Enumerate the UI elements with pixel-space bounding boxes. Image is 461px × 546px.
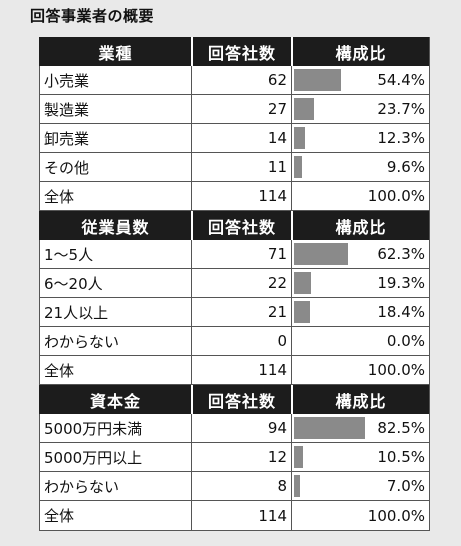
ratio-text: 18.4%: [377, 303, 425, 321]
row-count: 114: [191, 356, 291, 384]
row-ratio-cell: 9.6%: [291, 153, 429, 181]
row-ratio-cell: 7.0%: [291, 472, 429, 500]
ratio-text: 100.0%: [367, 506, 425, 525]
table-row: 1～5人 71 62.3%: [39, 240, 429, 269]
ratio-text: 23.7%: [377, 100, 425, 118]
table-row: 小売業 62 54.4%: [39, 66, 429, 95]
ratio-bar: [294, 243, 348, 265]
section-header-capital: 資本金 回答社数 構成比: [39, 385, 429, 414]
row-ratio-cell: 100.0%: [291, 501, 429, 530]
row-count: 12: [191, 443, 291, 471]
section-header-employees: 従業員数 回答社数 構成比: [39, 211, 429, 240]
ratio-text: 62.3%: [377, 245, 425, 263]
table-row: 6～20人 22 19.3%: [39, 269, 429, 298]
ratio-text: 7.0%: [386, 477, 425, 495]
table-row: 卸売業 14 12.3%: [39, 124, 429, 153]
row-label: 1～5人: [39, 240, 191, 268]
row-ratio-cell: 100.0%: [291, 356, 429, 384]
ratio-text: 54.4%: [377, 71, 425, 89]
row-label: 5000万円未満: [39, 414, 191, 442]
header-category: 従業員数: [39, 211, 191, 240]
row-count: 94: [191, 414, 291, 442]
header-ratio: 構成比: [291, 385, 429, 414]
row-label: 卸売業: [39, 124, 191, 152]
ratio-bar: [294, 475, 301, 497]
page-title: 回答事業者の概要: [30, 7, 155, 25]
row-label: 5000万円以上: [39, 443, 191, 471]
table-row: わからない 8 7.0%: [39, 472, 429, 501]
row-count: 0: [191, 327, 291, 355]
table-row-total: 全体 114 100.0%: [39, 356, 429, 385]
row-ratio-cell: 19.3%: [291, 269, 429, 297]
row-count: 27: [191, 95, 291, 123]
table-row-total: 全体 114 100.0%: [39, 501, 429, 530]
row-count: 11: [191, 153, 291, 181]
row-count: 114: [191, 182, 291, 210]
ratio-bar: [294, 98, 315, 120]
row-ratio-cell: 18.4%: [291, 298, 429, 326]
table-row: わからない 0 0.0%: [39, 327, 429, 356]
header-count: 回答社数: [191, 385, 291, 414]
row-ratio-cell: 82.5%: [291, 414, 429, 442]
ratio-bar: [294, 417, 365, 439]
row-count: 14: [191, 124, 291, 152]
row-count: 22: [191, 269, 291, 297]
row-label: 6～20人: [39, 269, 191, 297]
row-ratio-cell: 100.0%: [291, 182, 429, 210]
section-header-industry: 業種 回答社数 構成比: [39, 37, 429, 66]
table-row: 21人以上 21 18.4%: [39, 298, 429, 327]
row-label: わからない: [39, 472, 191, 500]
row-label: 全体: [39, 182, 191, 210]
header-ratio: 構成比: [291, 37, 429, 66]
row-label: 小売業: [39, 66, 191, 94]
row-label: 製造業: [39, 95, 191, 123]
header-count: 回答社数: [191, 211, 291, 240]
row-count: 8: [191, 472, 291, 500]
row-ratio-cell: 54.4%: [291, 66, 429, 94]
ratio-bar: [294, 446, 304, 468]
row-ratio-cell: 12.3%: [291, 124, 429, 152]
header-ratio: 構成比: [291, 211, 429, 240]
row-label: 全体: [39, 501, 191, 530]
ratio-text: 0.0%: [386, 332, 425, 350]
table-row-total: 全体 114 100.0%: [39, 182, 429, 211]
row-ratio-cell: 23.7%: [291, 95, 429, 123]
row-label: その他: [39, 153, 191, 181]
row-count: 21: [191, 298, 291, 326]
ratio-text: 100.0%: [367, 361, 425, 379]
ratio-text: 12.3%: [377, 129, 425, 147]
ratio-bar: [294, 301, 310, 323]
row-count: 71: [191, 240, 291, 268]
ratio-bar: [294, 69, 341, 91]
row-ratio-cell: 10.5%: [291, 443, 429, 471]
header-count: 回答社数: [191, 37, 291, 66]
table-row: 5000万円以上 12 10.5%: [39, 443, 429, 472]
row-ratio-cell: 0.0%: [291, 327, 429, 355]
ratio-bar: [294, 156, 303, 178]
row-ratio-cell: 62.3%: [291, 240, 429, 268]
ratio-text: 100.0%: [367, 187, 425, 205]
ratio-text: 19.3%: [377, 274, 425, 292]
ratio-text: 9.6%: [386, 158, 425, 176]
row-label: 21人以上: [39, 298, 191, 326]
row-count: 114: [191, 501, 291, 530]
header-category: 業種: [39, 37, 191, 66]
table-row: その他 11 9.6%: [39, 153, 429, 182]
ratio-bar: [294, 127, 305, 149]
ratio-text: 10.5%: [377, 448, 425, 466]
row-label: 全体: [39, 356, 191, 384]
row-label: わからない: [39, 327, 191, 355]
table-row: 製造業 27 23.7%: [39, 95, 429, 124]
row-count: 62: [191, 66, 291, 94]
table-row: 5000万円未満 94 82.5%: [39, 414, 429, 443]
ratio-text: 82.5%: [377, 419, 425, 437]
ratio-bar: [294, 272, 311, 294]
header-category: 資本金: [39, 385, 191, 414]
summary-table: 業種 回答社数 構成比 小売業 62 54.4% 製造業 27 23.7% 卸売…: [39, 37, 430, 531]
